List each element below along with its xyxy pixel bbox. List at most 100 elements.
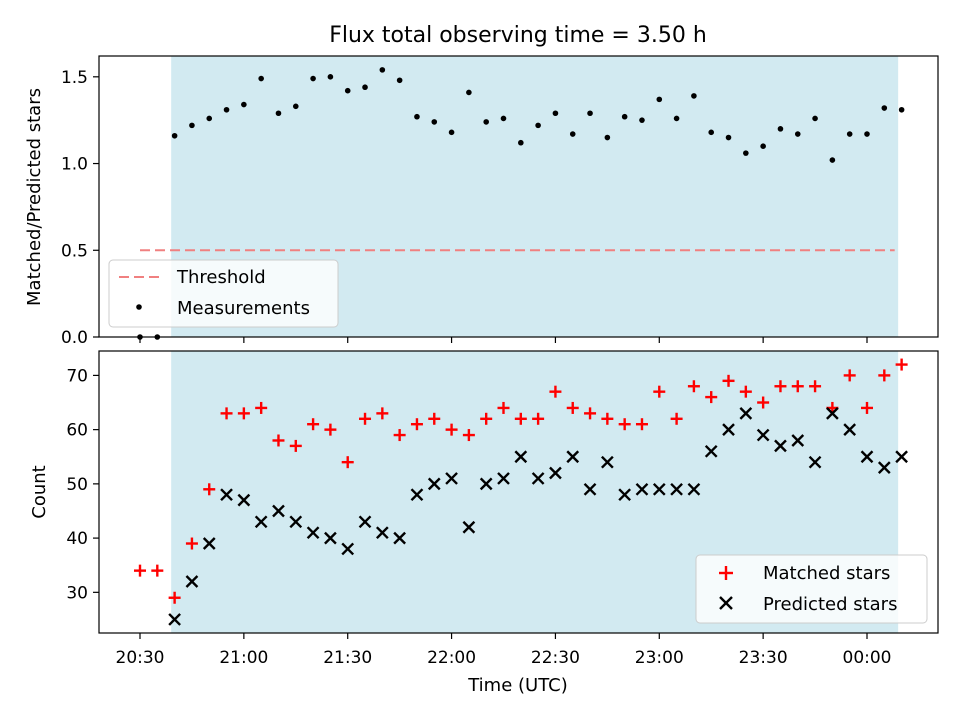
chart-title: Flux total observing time = 3.50 h <box>329 23 707 48</box>
predicted-star-point <box>427 477 441 491</box>
measurement-point <box>898 106 905 113</box>
measurement-point <box>431 119 438 125</box>
measurement-point <box>569 131 576 137</box>
matched-star-point <box>705 391 718 404</box>
matched-star-point <box>151 564 164 577</box>
predicted-star-point <box>375 526 389 540</box>
matched-star-point <box>861 401 873 414</box>
matched-star-point <box>618 418 631 431</box>
measurement-point <box>621 113 628 120</box>
predicted-star-point <box>826 407 839 420</box>
predicted-star-point <box>774 439 787 453</box>
measurement-point <box>829 157 836 163</box>
matched-stars-series <box>134 358 908 604</box>
measurement-point <box>639 117 645 123</box>
matched-star-point <box>428 412 441 425</box>
predicted-star-point <box>704 444 718 458</box>
matched-star-point <box>134 564 146 577</box>
measurement-point <box>189 122 195 129</box>
measurement-point <box>518 139 524 146</box>
matched-star-point <box>289 439 302 452</box>
measurement-point <box>812 115 818 122</box>
matched-star-point <box>203 483 216 496</box>
legend-matched-label: Matched stars <box>763 563 890 584</box>
predicted-star-point <box>324 531 337 545</box>
predicted-star-point <box>808 455 822 469</box>
measurement-point <box>794 131 801 137</box>
legend-measurements-swatch <box>136 304 142 310</box>
legend-predicted-label: Predicted stars <box>763 594 897 615</box>
predicted-star-point <box>843 423 857 436</box>
measurement-point <box>206 115 213 122</box>
predicted-star-point <box>860 450 874 464</box>
matched-star-point <box>653 385 666 398</box>
top-axes-frame <box>98 55 939 338</box>
measurement-point <box>500 115 507 122</box>
y-tick-label: 1.5 <box>61 68 88 88</box>
matched-star-point <box>635 418 648 431</box>
y-tick-label: 0.5 <box>61 241 88 261</box>
x-tick-label: 21:30 <box>323 648 372 668</box>
matched-star-point <box>237 407 250 420</box>
matched-star-point <box>497 401 510 414</box>
y-tick-label: 60 <box>66 421 88 441</box>
x-tick-label: 00:00 <box>843 648 892 668</box>
predicted-star-point <box>687 482 701 496</box>
matched-star-point <box>739 385 752 398</box>
measurement-point <box>379 67 386 73</box>
matched-star-point <box>307 418 320 431</box>
y-tick-label: 50 <box>66 475 88 495</box>
matched-star-point <box>549 385 562 398</box>
measurement-point <box>535 122 541 129</box>
predicted-star-point <box>583 482 597 496</box>
top-panel: 0.0 0.5 1.0 1.5 Matched/Predicted stars Thr… <box>24 55 939 348</box>
matched-star-point <box>601 412 614 425</box>
predicted-star-point <box>739 407 753 420</box>
predicted-star-point <box>358 515 372 529</box>
predicted-star-point <box>306 526 320 540</box>
x-tick-label: 22:30 <box>531 648 580 668</box>
matched-star-point <box>670 412 683 425</box>
matched-star-point <box>324 423 337 436</box>
measurement-point <box>708 129 715 136</box>
measurement-point <box>223 106 230 113</box>
measurement-point <box>846 131 853 137</box>
matched-star-point <box>878 369 891 382</box>
predicted-star-point <box>410 488 424 502</box>
measurement-point <box>881 105 888 111</box>
x-tick-label: 20:30 <box>116 648 165 668</box>
y-tick-label: 1.0 <box>61 155 88 175</box>
matched-star-point <box>843 369 856 382</box>
matched-star-point <box>532 412 545 425</box>
matched-star-point <box>445 423 458 436</box>
legend-predicted-swatch <box>719 596 733 610</box>
predicted-stars-series <box>168 407 908 626</box>
top-legend: Threshold Measurements <box>108 259 339 328</box>
measurement-point <box>171 132 178 139</box>
predicted-star-point <box>462 520 476 534</box>
legend-measurements-label: Measurements <box>177 298 310 319</box>
predicted-star-point <box>618 488 632 502</box>
measurement-point <box>241 101 247 108</box>
measurement-point <box>673 115 680 122</box>
predicted-star-point <box>289 515 303 529</box>
x-tick-label: 23:30 <box>739 648 788 668</box>
predicted-star-point <box>601 455 614 469</box>
matched-star-point <box>341 456 354 469</box>
predicted-star-point <box>531 472 545 485</box>
matched-star-point <box>809 380 822 393</box>
measurement-point <box>292 103 299 110</box>
measurement-point <box>258 75 264 82</box>
matched-star-point <box>255 401 268 414</box>
predicted-star-point <box>202 537 216 550</box>
measurement-point <box>760 143 766 149</box>
predicted-star-point <box>220 488 233 502</box>
bottom-y-ticks: 30 40 50 60 70 <box>66 366 99 603</box>
predicted-star-point <box>722 423 735 436</box>
x-axis-label: Time (UTC) <box>467 675 568 696</box>
predicted-star-point <box>652 482 666 496</box>
bottom-panel: 30 40 50 60 70 20:30 21:00 21:30 22:00 22:30 23:0… <box>29 350 939 696</box>
bottom-x-ticks: 20:30 21:00 21:30 22:00 22:30 23:00 23:30 00:00 <box>116 633 892 668</box>
x-tick-label: 22:00 <box>427 648 476 668</box>
y-tick-label: 30 <box>66 583 88 603</box>
